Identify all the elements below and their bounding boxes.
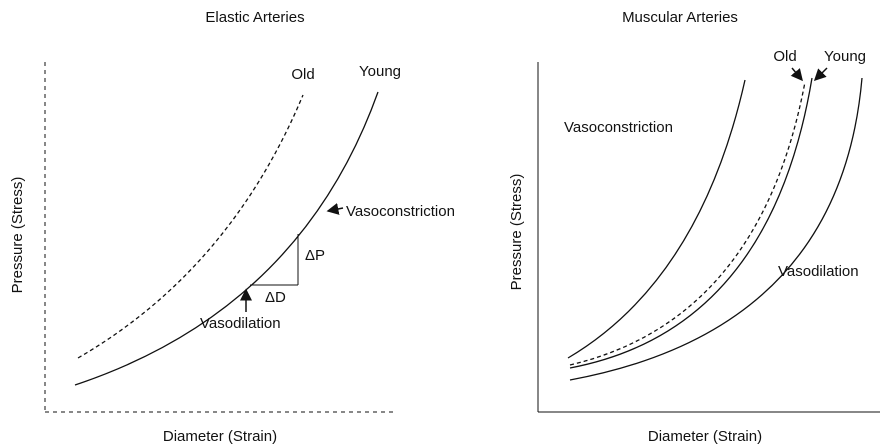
right-panel: Muscular Arteries Pressure (Stress) Diam… bbox=[508, 9, 880, 445]
panel-title: Muscular Arteries bbox=[622, 9, 738, 26]
young-label: Young bbox=[359, 63, 401, 80]
x-axis-label: Diameter (Strain) bbox=[163, 428, 277, 445]
vasodilation-curve bbox=[569, 77, 863, 381]
delta-d-label: ΔD bbox=[265, 289, 286, 306]
vasoconstriction-curve bbox=[567, 79, 746, 359]
young-curve bbox=[569, 77, 813, 369]
old-label: Old bbox=[773, 48, 796, 65]
vasoconstriction-arrow bbox=[326, 203, 344, 215]
x-axis-label: Diameter (Strain) bbox=[648, 428, 762, 445]
young-arrow bbox=[813, 67, 828, 82]
old-label: Old bbox=[291, 66, 314, 83]
vasodilation-label: Vasodilation bbox=[778, 263, 859, 280]
young-label: Young bbox=[824, 48, 866, 65]
left-panel: Elastic Arteries Pressure (Stress) Diame… bbox=[9, 9, 455, 445]
delta-p-label: ΔP bbox=[305, 247, 325, 264]
vasodilation-label: Vasodilation bbox=[200, 315, 281, 332]
y-axis-label: Pressure (Stress) bbox=[9, 177, 26, 294]
old-curve bbox=[569, 81, 806, 366]
panel-title: Elastic Arteries bbox=[205, 9, 304, 26]
y-axis-label: Pressure (Stress) bbox=[508, 174, 525, 291]
young-curve bbox=[74, 91, 379, 386]
vasoconstriction-label: Vasoconstriction bbox=[564, 119, 673, 136]
vasoconstriction-label: Vasoconstriction bbox=[346, 203, 455, 220]
old-arrow bbox=[790, 67, 803, 82]
old-curve bbox=[77, 94, 304, 359]
